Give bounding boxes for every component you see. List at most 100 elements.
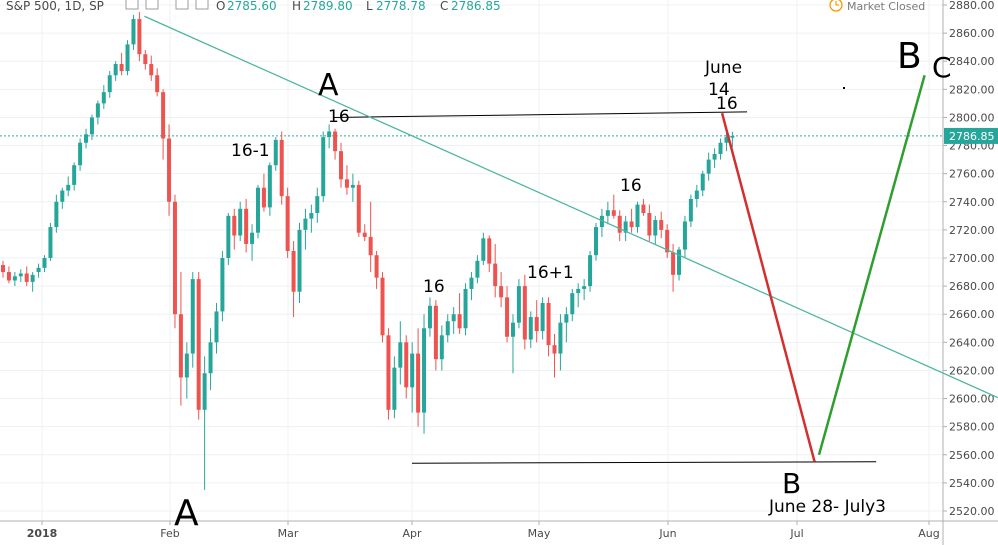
candle-body[interactable] [232,215,237,236]
candle-body[interactable] [653,220,658,236]
candle-body[interactable] [493,263,498,287]
candle-body[interactable] [315,196,320,214]
candle-body[interactable] [558,322,563,354]
candle-body[interactable] [463,288,468,329]
candle-body[interactable] [101,92,106,104]
candle-body[interactable] [422,328,427,413]
candle-body[interactable] [398,342,403,368]
candle-body[interactable] [712,153,717,160]
candle-body[interactable] [647,213,652,236]
candle-body[interactable] [505,297,510,337]
candle-body[interactable] [303,218,308,230]
candle-body[interactable] [190,279,195,354]
candle-body[interactable] [694,190,699,199]
candle-body[interactable] [445,321,450,336]
settings-icon[interactable] [145,0,159,10]
candle-body[interactable] [250,232,255,244]
candle-body[interactable] [12,276,17,281]
candle-body[interactable] [161,92,166,139]
candle-body[interactable] [155,75,160,93]
horizontal-level-line[interactable] [334,111,748,118]
candle-body[interactable] [659,220,664,230]
candle-body[interactable] [427,305,432,329]
candle-body[interactable] [350,184,355,188]
candle-body[interactable] [611,210,616,216]
candle-body[interactable] [60,190,65,202]
candle-body[interactable] [564,314,569,323]
candle-body[interactable] [220,258,225,312]
candle-body[interactable] [392,367,397,410]
candle-body[interactable] [95,103,100,118]
candle-body[interactable] [321,137,326,197]
candle-body[interactable] [386,335,391,410]
candle-body[interactable] [333,131,338,152]
candle-body[interactable] [534,317,539,332]
candle-body[interactable] [457,314,462,329]
candle-body[interactable] [297,229,302,292]
candle-body[interactable] [688,198,693,222]
eye-icon[interactable] [125,0,139,10]
candle-body[interactable] [119,64,124,72]
candle-body[interactable] [6,272,11,281]
candle-body[interactable] [570,293,575,315]
candle-body[interactable] [125,44,130,72]
candle-body[interactable] [469,277,474,289]
candle-body[interactable] [279,139,284,197]
candle-body[interactable] [178,314,183,378]
candle-body[interactable] [54,201,59,228]
candle-body[interactable] [202,373,207,410]
candle-body[interactable] [273,139,278,166]
candle-body[interactable] [291,250,296,292]
candle-body[interactable] [605,210,610,216]
candle-body[interactable] [167,138,172,202]
candle-body[interactable] [516,286,521,323]
candle-body[interactable] [665,229,670,253]
candle-body[interactable] [546,302,551,346]
candle-body[interactable] [528,317,533,340]
projection-down-line[interactable] [720,112,816,463]
candle-body[interactable] [481,238,486,261]
candle-body[interactable] [261,187,266,208]
candle-body[interactable] [629,221,634,228]
drawings[interactable] [144,15,998,464]
candle-body[interactable] [131,19,136,45]
candle-body[interactable] [522,286,527,340]
candle-body[interactable] [30,274,35,282]
candle-body[interactable] [416,353,421,413]
candle-body[interactable] [380,277,385,336]
candle-body[interactable] [18,273,23,277]
candle-body[interactable] [487,238,492,264]
candle-body[interactable] [356,184,361,233]
candle-body[interactable] [24,273,29,282]
candle-body[interactable] [540,302,545,332]
trend-line[interactable] [144,15,998,424]
more-icon[interactable] [195,0,209,10]
candle-body[interactable] [208,342,213,374]
close-icon[interactable] [175,0,189,10]
candle-body[interactable] [184,353,189,378]
candle-body[interactable] [362,232,367,237]
candle-body[interactable] [510,322,515,337]
candle-body[interactable] [582,286,587,289]
horizontal-level-line[interactable] [411,461,877,464]
candle-body[interactable] [244,208,249,244]
candle-body[interactable] [72,165,77,185]
candle-body[interactable] [439,335,444,360]
candle-body[interactable] [677,249,682,275]
candle-body[interactable] [36,267,41,273]
candlestick-series[interactable] [1,12,735,490]
candle-body[interactable] [706,159,711,174]
candle-body[interactable] [623,221,628,233]
candle-body[interactable] [149,64,154,76]
candle-body[interactable] [137,19,142,55]
candle-body[interactable] [576,288,581,294]
candle-body[interactable] [475,260,480,278]
candle-body[interactable] [641,204,646,214]
candle-body[interactable] [42,258,47,268]
candle-body[interactable] [671,252,676,275]
candle-body[interactable] [107,75,112,93]
candle-body[interactable] [374,255,379,278]
candle-body[interactable] [404,342,409,388]
candle-body[interactable] [730,135,735,138]
candle-body[interactable] [143,54,148,65]
